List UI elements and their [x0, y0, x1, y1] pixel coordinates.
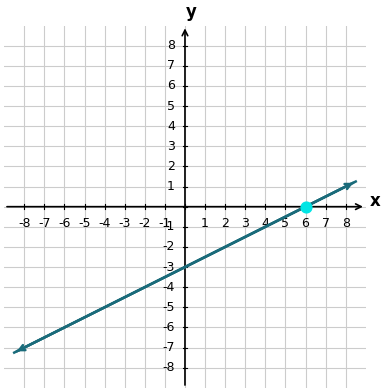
- Text: -4: -4: [162, 281, 175, 294]
- Text: -4: -4: [98, 217, 111, 230]
- Text: -7: -7: [162, 341, 175, 354]
- Text: -7: -7: [38, 217, 51, 230]
- Text: -3: -3: [162, 261, 175, 274]
- Text: -1: -1: [159, 217, 171, 230]
- Text: -6: -6: [162, 321, 175, 334]
- Text: 2: 2: [221, 217, 229, 230]
- Text: -3: -3: [119, 217, 131, 230]
- Text: -2: -2: [139, 217, 151, 230]
- Text: -5: -5: [78, 217, 91, 230]
- Text: -8: -8: [18, 217, 30, 230]
- Text: 6: 6: [167, 80, 175, 93]
- Text: 7: 7: [167, 59, 175, 72]
- Text: 4: 4: [167, 120, 175, 132]
- Text: 5: 5: [281, 217, 290, 230]
- Text: -2: -2: [162, 240, 175, 254]
- Text: x: x: [370, 192, 381, 210]
- Text: -6: -6: [58, 217, 71, 230]
- Text: 3: 3: [241, 217, 249, 230]
- Text: -1: -1: [162, 220, 175, 233]
- Text: 8: 8: [342, 217, 350, 230]
- Text: 4: 4: [262, 217, 269, 230]
- Text: 3: 3: [167, 140, 175, 153]
- Text: -5: -5: [162, 301, 175, 314]
- Text: 8: 8: [167, 39, 175, 52]
- Text: y: y: [185, 4, 197, 22]
- Text: 5: 5: [167, 100, 175, 113]
- Text: 1: 1: [167, 180, 175, 193]
- Text: 2: 2: [167, 160, 175, 173]
- Text: 7: 7: [321, 217, 329, 230]
- Text: 6: 6: [301, 217, 310, 230]
- Point: [303, 203, 309, 210]
- Text: -8: -8: [162, 361, 175, 374]
- Text: 1: 1: [201, 217, 209, 230]
